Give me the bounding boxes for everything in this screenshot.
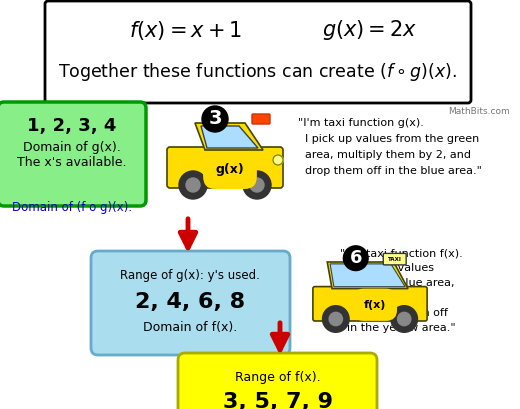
Text: 1, 2, 3, 4: 1, 2, 3, 4: [28, 117, 116, 135]
Text: drop them off in the blue area.": drop them off in the blue area.": [298, 166, 482, 176]
FancyBboxPatch shape: [0, 102, 146, 206]
Text: Domain of g(x).: Domain of g(x).: [23, 142, 121, 155]
Text: Range of f(x).: Range of f(x).: [235, 371, 321, 384]
FancyBboxPatch shape: [91, 251, 290, 355]
Text: 3, 5, 7, 9: 3, 5, 7, 9: [223, 392, 333, 409]
Circle shape: [322, 306, 349, 332]
Text: MathBits.com: MathBits.com: [448, 107, 510, 116]
Circle shape: [179, 171, 207, 199]
FancyBboxPatch shape: [178, 353, 377, 409]
FancyBboxPatch shape: [252, 114, 270, 124]
Text: 2, 4, 6, 8: 2, 4, 6, 8: [135, 292, 245, 312]
Text: Range of g(x): y's used.: Range of g(x): y's used.: [120, 270, 260, 283]
Circle shape: [343, 246, 368, 270]
FancyBboxPatch shape: [313, 287, 427, 321]
Text: area, multiply them by 2, and: area, multiply them by 2, and: [298, 150, 471, 160]
Circle shape: [329, 312, 343, 326]
Text: add 1 to each,: add 1 to each,: [340, 293, 427, 303]
Text: The x's available.: The x's available.: [17, 157, 127, 169]
FancyBboxPatch shape: [383, 254, 406, 265]
Text: I pick up values from the green: I pick up values from the green: [298, 134, 479, 144]
Text: from the blue area,: from the blue area,: [340, 278, 454, 288]
FancyBboxPatch shape: [45, 1, 471, 103]
Polygon shape: [195, 123, 263, 150]
Text: "I'm taxi function f(x).: "I'm taxi function f(x).: [340, 248, 463, 258]
Text: 6: 6: [349, 249, 362, 267]
Polygon shape: [201, 126, 258, 148]
Text: "I'm taxi function g(x).: "I'm taxi function g(x).: [298, 118, 424, 128]
Circle shape: [250, 178, 264, 192]
Circle shape: [202, 106, 228, 132]
Text: $g(x) = 2x$: $g(x) = 2x$: [322, 18, 418, 42]
Text: g(x): g(x): [216, 164, 244, 177]
Polygon shape: [330, 264, 405, 287]
Circle shape: [398, 312, 411, 326]
Circle shape: [391, 306, 418, 332]
Circle shape: [186, 178, 200, 192]
Circle shape: [243, 171, 271, 199]
Text: 3: 3: [208, 110, 222, 128]
Text: $f(x) = x+1$: $f(x) = x+1$: [128, 18, 241, 41]
Text: Domain of (f o g)(x).: Domain of (f o g)(x).: [12, 200, 132, 213]
Text: f(x): f(x): [363, 300, 386, 310]
Text: I pick up values: I pick up values: [340, 263, 434, 273]
Text: Domain of f(x).: Domain of f(x).: [143, 321, 237, 333]
Circle shape: [273, 155, 283, 165]
FancyBboxPatch shape: [167, 147, 283, 188]
Text: and drop them off: and drop them off: [340, 308, 448, 318]
Text: in the yellow area.": in the yellow area.": [340, 323, 456, 333]
Polygon shape: [327, 262, 408, 289]
Text: Together these functions can create $(f \circ g)(x)$.: Together these functions can create $(f …: [58, 61, 458, 83]
Text: TAXI: TAXI: [388, 257, 401, 262]
